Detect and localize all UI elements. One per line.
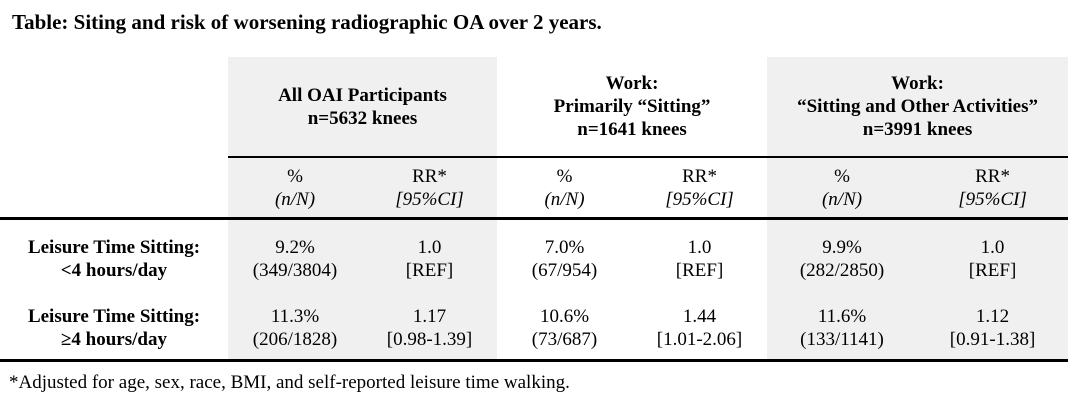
value-cell-under4-workother-pct: 9.9% (282/2850) <box>767 218 918 297</box>
value-percent: 10.6% <box>539 306 590 327</box>
group-header-row: All OAI Participants n=5632 knees Work: … <box>0 57 1068 158</box>
rr-header-label: RR* <box>682 165 717 187</box>
value-fraction: (133/1141) <box>800 329 884 350</box>
subheader-rr-work-sitting-other: RR* [95%CI] <box>917 157 1068 220</box>
value-cell-over4-workother-pct: 11.6% (133/1141) <box>767 297 918 362</box>
value-cell-over4-workother-rr: 1.12 [0.91-1.38] <box>917 297 1068 362</box>
value-percent: 9.2% <box>275 236 315 258</box>
value-percent: 7.0% <box>544 236 585 258</box>
value-rr: 1.0 <box>687 236 712 258</box>
group-header-line: Primarily “Sitting” <box>553 96 711 117</box>
corner-cell <box>0 57 228 157</box>
value-rr: 1.0 <box>980 236 1005 258</box>
subheader-blank-cell <box>0 157 228 220</box>
subheader-rr-all-oai: RR* [95%CI] <box>362 157 498 220</box>
rr-header-sublabel: [95%CI] <box>665 188 734 210</box>
rr-header-sublabel: [95%CI] <box>958 188 1027 210</box>
pct-header-sublabel: (n/N) <box>544 188 585 210</box>
value-cell-under4-worksit-pct: 7.0% (67/954) <box>497 219 632 298</box>
value-percent: 9.9% <box>822 236 862 258</box>
value-rr: 1.0 <box>417 236 442 258</box>
row-label-line: Leisure Time Sitting: <box>27 306 201 327</box>
group-header-work-primarily-sitting: Work: Primarily “Sitting” n=1641 knees <box>497 57 768 158</box>
value-ci: [REF] <box>675 259 724 281</box>
group-header-line: n=1641 knees <box>577 119 687 140</box>
group-header-line: n=3991 knees <box>862 119 973 140</box>
group-header-all-oai: All OAI Participants n=5632 knees <box>228 57 498 158</box>
value-ci: [0.98-1.39] <box>386 329 473 350</box>
value-rr: 1.12 <box>975 306 1010 327</box>
value-fraction: (67/954) <box>531 259 598 281</box>
row-label-line: Leisure Time Sitting: <box>27 236 201 258</box>
group-header-work-sitting-other-activities: Work: “Sitting and Other Activities” n=3… <box>767 57 1068 158</box>
value-ci: [REF] <box>405 259 454 281</box>
subheader-row: % (n/N) RR* [95%CI] % (n/N) RR* [95%CI] … <box>0 157 1068 220</box>
table-row-under-4-hours: Leisure Time Sitting: <4 hours/day 9.2% … <box>0 218 1068 298</box>
value-percent: 11.6% <box>817 306 867 327</box>
rr-header-label: RR* <box>412 165 447 187</box>
row-label-line: <4 hours/day <box>60 259 168 281</box>
table-row-4-or-more-hours: Leisure Time Sitting: ≥4 hours/day 11.3%… <box>0 297 1068 362</box>
rr-header-label: RR* <box>975 165 1010 187</box>
value-fraction: (349/3804) <box>252 259 338 281</box>
value-cell-under4-worksit-rr: 1.0 [REF] <box>632 219 767 298</box>
value-cell-over4-all-pct: 11.3% (206/1828) <box>228 297 362 362</box>
footnote: *Adjusted for age, sex, race, BMI, and s… <box>9 372 570 393</box>
value-cell-over4-worksit-rr: 1.44 [1.01-2.06] <box>632 297 768 362</box>
value-ci: [0.91-1.38] <box>949 329 1036 350</box>
value-rr: 1.44 <box>682 306 717 327</box>
value-percent: 11.3% <box>270 306 320 327</box>
value-cell-under4-all-pct: 9.2% (349/3804) <box>228 218 362 297</box>
value-ci: [REF] <box>968 259 1017 281</box>
rr-header-sublabel: [95%CI] <box>395 188 464 210</box>
value-ci: [1.01-2.06] <box>656 329 743 350</box>
value-rr: 1.17 <box>412 306 447 327</box>
group-header-line: “Sitting and Other Activities” <box>797 96 1038 117</box>
row-label-under-4-hours: Leisure Time Sitting: <4 hours/day <box>0 219 228 298</box>
value-fraction: (73/687) <box>531 329 598 350</box>
table-title: Table: Siting and risk of worsening radi… <box>12 10 602 34</box>
value-fraction: (206/1828) <box>252 329 338 350</box>
subheader-rr-work-sitting: RR* [95%CI] <box>632 157 768 220</box>
value-cell-over4-worksit-pct: 10.6% (73/687) <box>497 297 633 362</box>
value-cell-under4-workother-rr: 1.0 [REF] <box>917 218 1068 297</box>
subheader-pct-work-sitting-other: % (n/N) <box>767 157 918 220</box>
row-label-4-or-more-hours: Leisure Time Sitting: ≥4 hours/day <box>0 297 228 362</box>
group-header-line: Work: <box>605 73 659 94</box>
row-label-line: ≥4 hours/day <box>61 329 167 350</box>
pct-header-sublabel: (n/N) <box>274 188 316 210</box>
value-cell-under4-all-rr: 1.0 [REF] <box>362 218 498 297</box>
group-header-line: All OAI Participants <box>278 84 447 106</box>
group-header-line: Work: <box>891 73 944 94</box>
group-header-line: n=5632 knees <box>307 107 418 129</box>
value-fraction: (282/2850) <box>799 259 885 281</box>
pct-header-label: % <box>287 165 303 187</box>
pct-header-label: % <box>834 165 850 187</box>
data-table: All OAI Participants n=5632 knees Work: … <box>0 57 1068 362</box>
pct-header-sublabel: (n/N) <box>821 188 863 210</box>
subheader-pct-all-oai: % (n/N) <box>228 157 362 220</box>
value-cell-over4-all-rr: 1.17 [0.98-1.39] <box>362 297 498 362</box>
subheader-pct-work-sitting: % (n/N) <box>497 157 633 220</box>
pct-header-label: % <box>556 165 573 187</box>
